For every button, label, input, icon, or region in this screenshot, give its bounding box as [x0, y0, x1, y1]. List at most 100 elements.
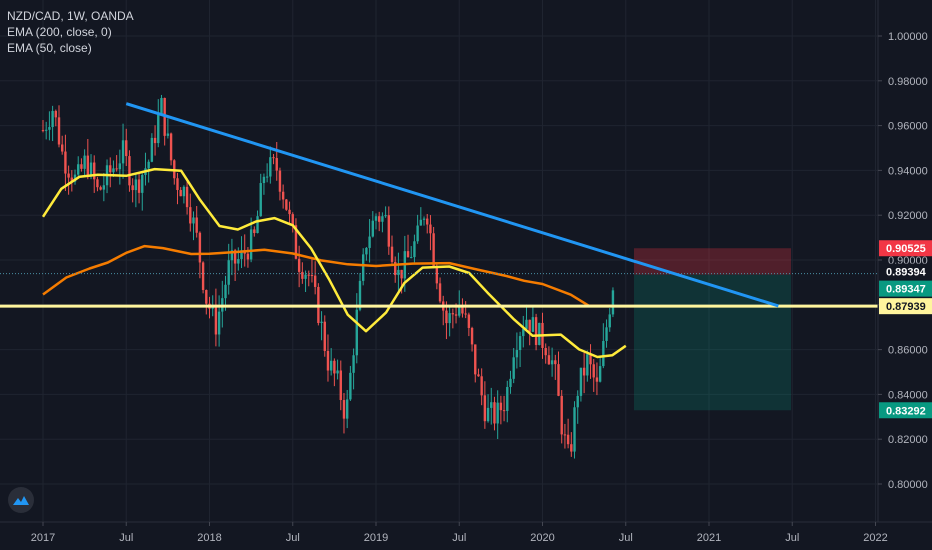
candle-body — [534, 317, 538, 345]
candle-body — [394, 261, 397, 276]
candle — [576, 390, 579, 424]
legend-ema50[interactable]: EMA (50, close) — [7, 41, 92, 55]
candle-body — [419, 219, 423, 226]
candle — [96, 176, 99, 192]
candle-body — [272, 157, 275, 159]
candle-body — [67, 173, 70, 178]
candle — [378, 211, 381, 232]
candle-body — [592, 364, 595, 378]
candle — [217, 295, 221, 347]
candle-body — [381, 216, 384, 222]
candle — [166, 118, 170, 139]
candle-body — [301, 271, 304, 279]
candle-body — [467, 314, 471, 328]
candle-body — [147, 161, 150, 169]
legend-ema200[interactable]: EMA (200, close, 0) — [7, 25, 112, 39]
candle — [205, 289, 208, 315]
candle-body — [256, 216, 259, 234]
candle — [550, 347, 554, 377]
price-tag-label: 0.90525 — [886, 243, 926, 255]
candle — [598, 355, 602, 383]
x-tick-label: 2021 — [697, 532, 721, 544]
candle-body — [611, 290, 615, 315]
price-tag[interactable]: 0.90525 — [879, 240, 932, 257]
candle-body — [342, 400, 346, 419]
candle — [182, 185, 186, 204]
candle-body — [397, 269, 400, 276]
x-tick-label: 2019 — [364, 532, 388, 544]
candle — [461, 298, 464, 318]
candle-body — [137, 179, 141, 193]
candle-body — [374, 216, 378, 221]
price-tag[interactable]: 0.89347 — [879, 280, 932, 297]
candle — [518, 331, 522, 368]
candle-body — [451, 313, 455, 315]
candle-body — [355, 309, 358, 356]
candle — [157, 99, 160, 148]
candle-body — [73, 174, 77, 182]
candle-body — [64, 151, 67, 174]
candle — [554, 354, 557, 380]
candle — [384, 206, 387, 218]
candle-body — [61, 144, 64, 152]
candle — [131, 178, 134, 203]
candle — [413, 234, 416, 263]
candle-body — [579, 367, 583, 396]
candle-body — [121, 140, 125, 164]
candle — [426, 213, 429, 234]
y-tick-label: 0.84000 — [888, 389, 928, 401]
legend-symbol[interactable]: NZD/CAD, 1W, OANDA — [7, 9, 134, 23]
candle-body — [422, 218, 426, 220]
candle-body — [230, 250, 234, 261]
candle — [579, 367, 583, 402]
price-tag[interactable]: 0.89394 — [879, 263, 932, 280]
candle-body — [336, 370, 339, 374]
candle-body — [182, 186, 186, 197]
candle-body — [41, 130, 45, 132]
candle-body — [518, 336, 522, 351]
candle-body — [589, 354, 592, 365]
candle-body — [109, 165, 112, 173]
candle-body — [448, 313, 451, 324]
candle-body — [233, 250, 237, 264]
candle — [326, 334, 330, 382]
candle-body — [169, 133, 173, 161]
x-tick-label: Jul — [286, 532, 300, 544]
candle — [422, 216, 426, 226]
candle-body — [262, 176, 266, 184]
candle — [451, 308, 455, 329]
candle-body — [477, 374, 480, 377]
candle — [352, 348, 355, 390]
tradingview-logo-icon[interactable] — [8, 487, 34, 513]
candle — [195, 206, 198, 238]
candle — [83, 149, 86, 176]
y-tick-label: 0.86000 — [888, 345, 928, 357]
candle — [288, 201, 291, 225]
candle — [538, 322, 541, 346]
candle-body — [77, 164, 80, 175]
candle-body — [179, 190, 182, 197]
candle-body — [406, 251, 410, 258]
candle-body — [265, 176, 269, 178]
candle — [483, 381, 487, 429]
candle-body — [201, 262, 205, 290]
candle — [557, 351, 560, 397]
candle — [345, 389, 349, 429]
candle-body — [80, 164, 83, 169]
candle-body — [554, 360, 557, 365]
candle-body — [605, 327, 608, 341]
candle — [438, 277, 442, 304]
candle-body — [410, 257, 413, 259]
candle — [390, 235, 394, 264]
price-tag[interactable]: 0.83292 — [879, 402, 932, 419]
candle-body — [93, 162, 96, 180]
price-tag[interactable]: 0.87939 — [879, 298, 932, 315]
candle-body — [157, 114, 160, 144]
candle — [361, 248, 365, 286]
candle-body — [99, 187, 102, 190]
candle — [67, 165, 70, 195]
candle-body — [160, 97, 163, 115]
candle-body — [525, 319, 528, 329]
candle — [269, 146, 272, 184]
